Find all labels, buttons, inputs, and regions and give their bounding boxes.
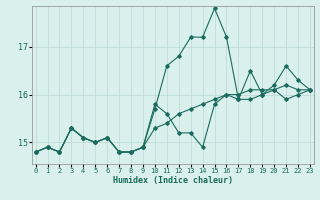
- X-axis label: Humidex (Indice chaleur): Humidex (Indice chaleur): [113, 176, 233, 185]
